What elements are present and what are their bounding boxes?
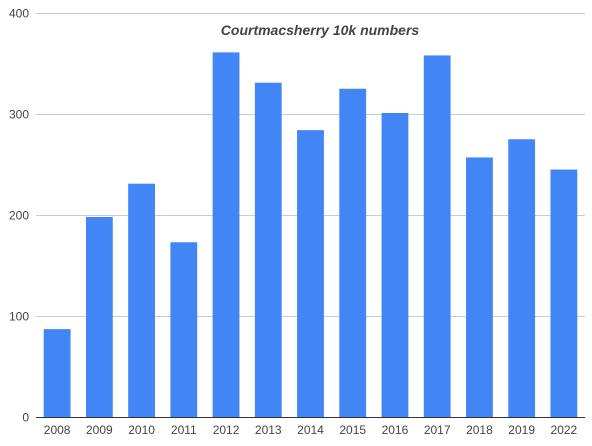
x-tick-label: 2011 — [171, 423, 197, 437]
x-tick-label: 2010 — [128, 423, 155, 437]
y-tick-label: 0 — [22, 411, 29, 425]
bar-2018 — [466, 157, 493, 417]
y-tick-label: 100 — [9, 310, 29, 324]
x-tick-label: 2012 — [213, 423, 240, 437]
bar-2017 — [423, 55, 451, 418]
bar-2011 — [170, 242, 198, 417]
x-tick-label: 2008 — [44, 423, 71, 437]
x-axis-ticks: 2008 2009 2010 2011 2012 2013 2014 2015 2016 2017… — [44, 423, 578, 437]
bar-2008 — [43, 329, 71, 417]
bar-2009 — [85, 217, 113, 417]
x-tick-label: 2016 — [382, 423, 409, 437]
bar-2015 — [339, 88, 367, 417]
x-tick-label: 2018 — [466, 423, 493, 437]
bar-2013 — [254, 82, 282, 417]
x-tick-label: 2022 — [551, 423, 578, 437]
x-tick-label: 2017 — [424, 423, 451, 437]
bar-2022 — [550, 169, 578, 417]
y-tick-label: 200 — [9, 209, 29, 223]
x-tick-label: 2013 — [255, 423, 282, 437]
x-tick-label: 2019 — [508, 423, 535, 437]
x-tick-label: 2015 — [339, 423, 366, 437]
bars — [43, 52, 578, 418]
bar-2016 — [381, 112, 409, 418]
y-tick-label: 400 — [9, 7, 29, 21]
bar-2010 — [128, 183, 155, 417]
x-tick-label: 2009 — [86, 423, 113, 437]
bar-2019 — [508, 139, 536, 417]
chart-title: Courtmacsherry 10k numbers — [221, 22, 420, 38]
bar-2014 — [297, 130, 324, 417]
x-tick-label: 2014 — [297, 423, 324, 437]
bar-2012 — [212, 52, 240, 417]
y-axis-ticks: 0 100 200 300 400 — [9, 7, 29, 425]
y-tick-label: 300 — [9, 108, 29, 122]
